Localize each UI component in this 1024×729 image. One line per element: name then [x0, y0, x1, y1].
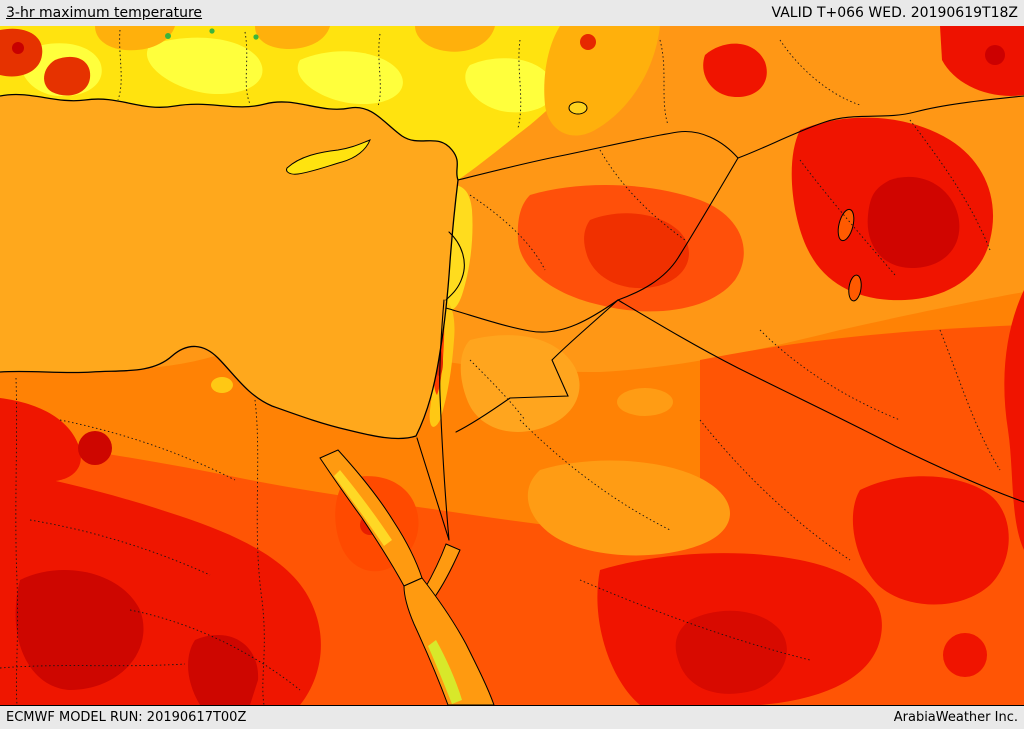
turkey-lake [568, 101, 588, 115]
admin-boundaries [0, 29, 1001, 705]
country-borders [416, 95, 1024, 541]
lake-habbaniyah [848, 274, 862, 302]
valid-time-label: VALID T+066 WED. 20190619T18Z [771, 5, 1018, 21]
mediterranean-sea [0, 94, 458, 439]
footer-bar: ECMWF MODEL RUN: 20190617T00Z ArabiaWeat… [0, 705, 1024, 729]
coastlines [0, 93, 459, 440]
map-title: 3-hr maximum temperature [6, 5, 203, 21]
lake-tharthar [837, 208, 855, 242]
water-bodies [0, 94, 862, 705]
temperature-field [0, 26, 1024, 705]
header-bar: 3-hr maximum temperature VALID T+066 WED… [0, 0, 1024, 26]
cyprus-island [286, 139, 371, 175]
model-run-label: ECMWF MODEL RUN: 20190617T00Z [6, 710, 247, 725]
red-sea [403, 577, 495, 705]
temperature-map [0, 26, 1024, 705]
provider-label: ArabiaWeather Inc. [893, 710, 1018, 725]
